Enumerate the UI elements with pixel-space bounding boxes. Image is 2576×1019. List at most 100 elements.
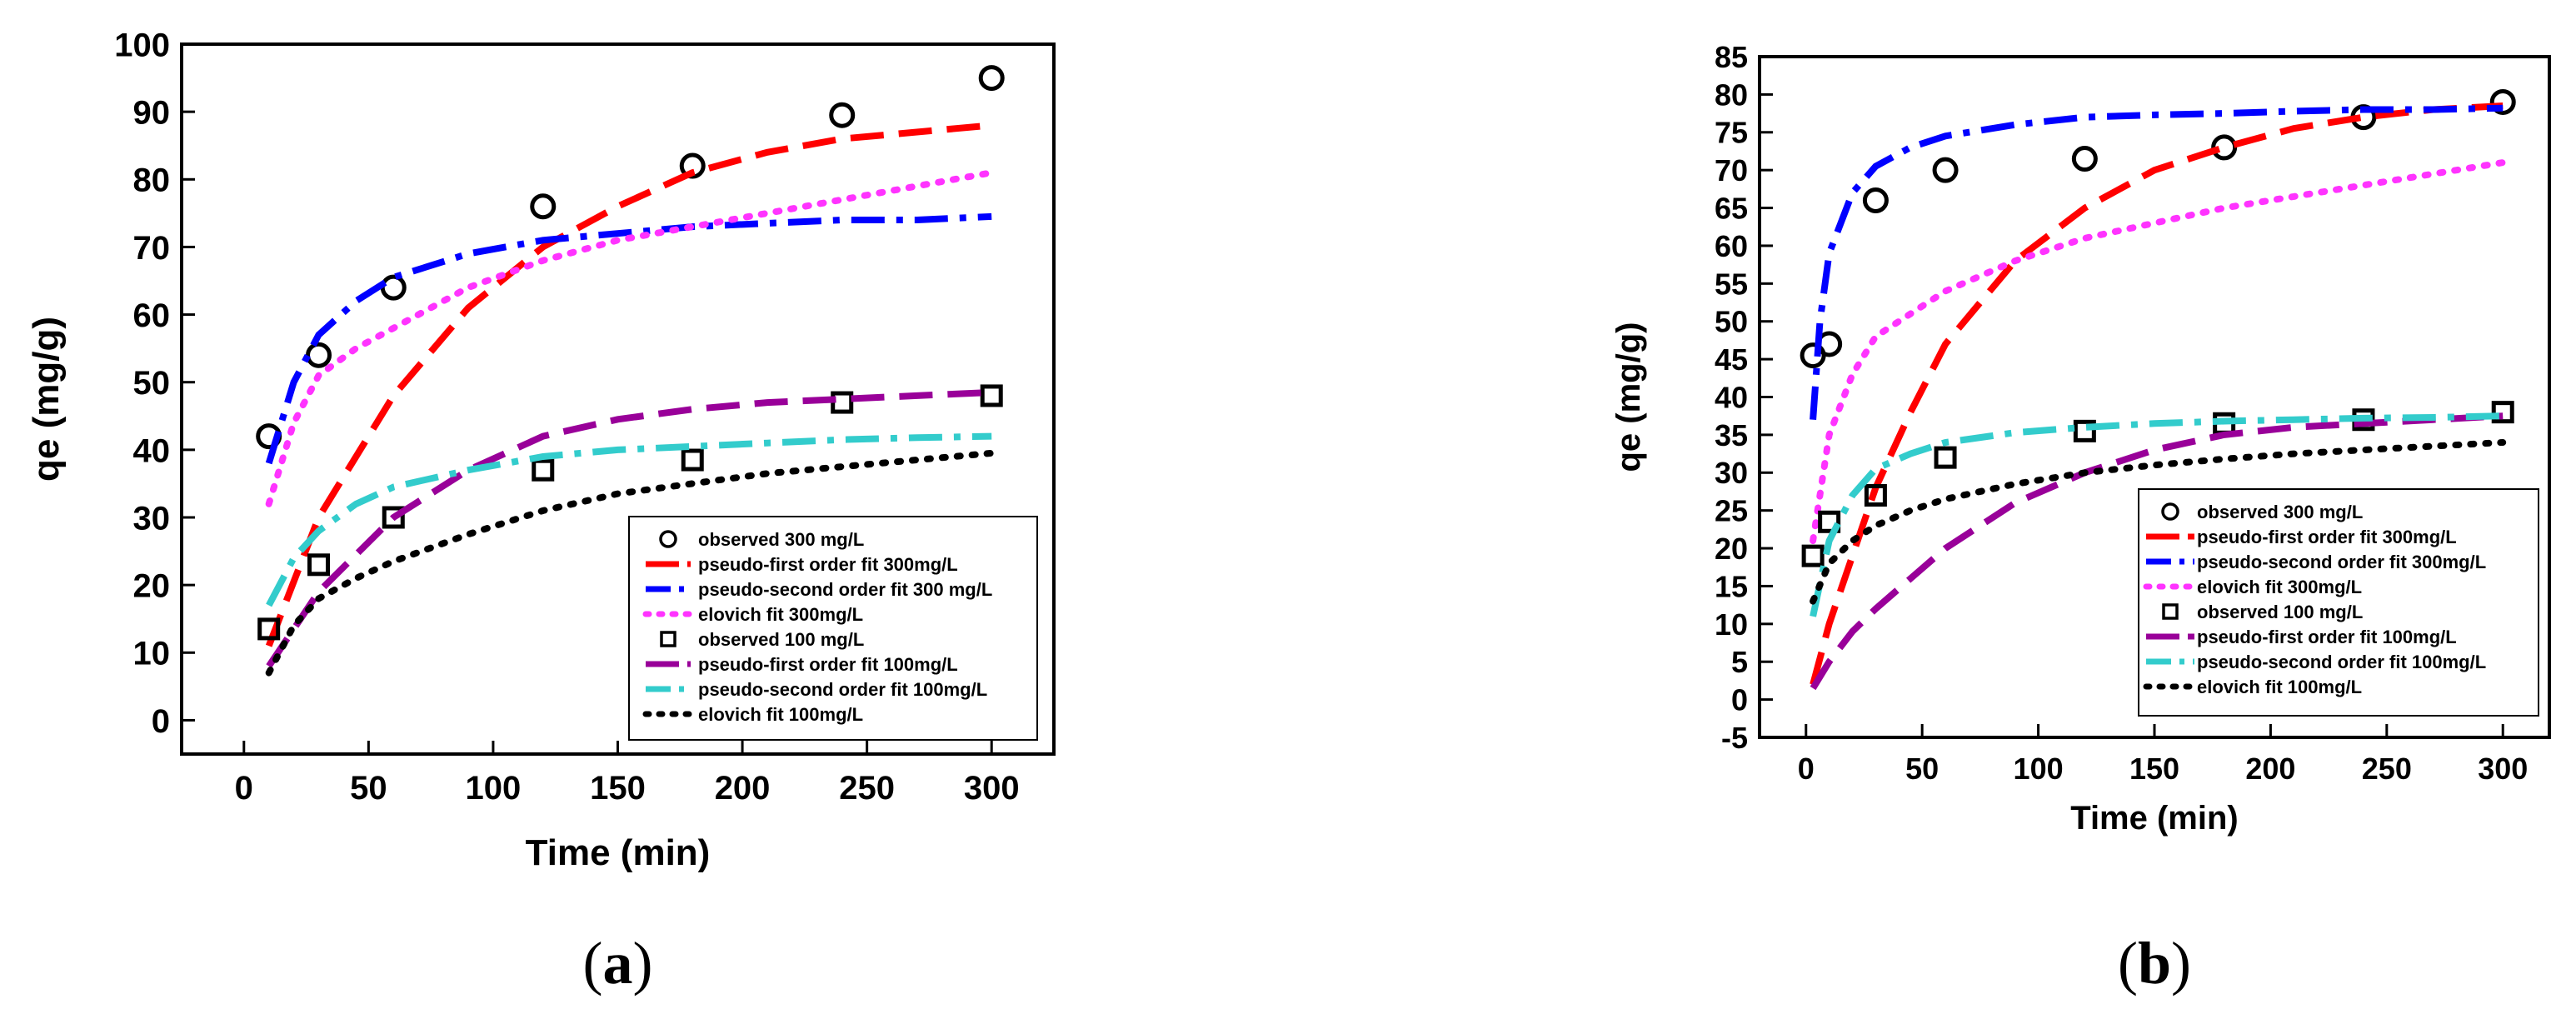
y-tick-label: 65: [1715, 192, 1748, 226]
y-tick-label: 10: [1715, 607, 1748, 642]
x-tick-label: 300: [2478, 752, 2528, 786]
chart-panel-a: 0 50 100 150 200 250 300 0 10 20 30 40 50 60 70 80 90 100…: [26, 27, 1056, 997]
y-tick-label: 100: [114, 27, 170, 63]
panel-label: (a): [583, 930, 653, 997]
legend-label: observed 100 mg/L: [2197, 602, 2363, 622]
legend: observed 300 mg/L pseudo-first order fit …: [2138, 488, 2539, 717]
legend-label: observed 100 mg/L: [698, 629, 864, 650]
y-tick-label: 30: [133, 500, 171, 537]
data-point-observed-100-mg-l: [681, 448, 704, 472]
data-point-observed-100-mg-l: [382, 506, 405, 529]
y-tick-label: 50: [133, 365, 171, 402]
series-line-elovich-fit-300mg-l: [265, 169, 996, 507]
data-point-observed-100-mg-l: [980, 384, 1003, 407]
data-point-observed-300-mg-l: [2071, 146, 2098, 172]
data-point-observed-100-mg-l: [1801, 544, 1825, 567]
data-point-observed-300-mg-l: [1862, 187, 1889, 213]
x-tick-label: 50: [350, 770, 387, 807]
legend-box: [628, 516, 1038, 741]
legend-label: pseudo-second order fit 300 mg/L: [698, 579, 992, 600]
legend-label: pseudo-first order fit 300mg/L: [2197, 527, 2457, 547]
y-tick-label: 55: [1715, 267, 1748, 301]
series-line-pseudo-second-order-fit-300mg-l: [1810, 104, 2504, 420]
y-tick-label: 60: [133, 297, 171, 334]
y-tick-label: 45: [1715, 342, 1748, 377]
panel-label: (b): [2118, 930, 2191, 997]
legend-symbol-observed-300-mg-l: [659, 530, 677, 548]
legend-label: pseudo-first order fit 300mg/L: [698, 554, 958, 575]
data-point-observed-300-mg-l: [2489, 88, 2516, 115]
legend-label: elovich fit 300mg/L: [698, 604, 863, 625]
x-tick-label: 300: [964, 770, 1020, 807]
legend-label: pseudo-first order fit 100mg/L: [698, 654, 958, 675]
data-point-observed-100-mg-l: [1934, 446, 1957, 469]
data-point-observed-100-mg-l: [2073, 419, 2096, 442]
y-tick-label: 70: [133, 230, 171, 267]
legend-label: pseudo-second order fit 100mg/L: [698, 679, 987, 700]
data-point-observed-300-mg-l: [679, 152, 706, 179]
data-point-observed-300-mg-l: [978, 65, 1005, 92]
data-point-observed-100-mg-l: [1818, 510, 1841, 533]
data-point-observed-300-mg-l: [530, 193, 557, 220]
chart-panel-b: 0 50 100 150 200 250 300-505101520253035404550…: [1610, 40, 2551, 997]
y-tick-label: 85: [1715, 40, 1748, 74]
legend-label: elovich fit 100mg/L: [2197, 677, 2362, 697]
data-point-observed-100-mg-l: [1864, 484, 1887, 507]
y-tick-label: 60: [1715, 229, 1748, 263]
x-axis-label: Time (min): [2070, 800, 2239, 837]
x-tick-label: 200: [2245, 752, 2295, 786]
y-tick-label: 40: [133, 432, 171, 469]
y-tick-label: 5: [1731, 645, 1748, 679]
x-tick-label: 250: [839, 770, 895, 807]
y-axis-label: qe (mg/g): [26, 317, 67, 482]
data-point-observed-300-mg-l: [380, 274, 407, 301]
y-tick-label: 80: [133, 162, 171, 199]
data-point-observed-100-mg-l: [257, 617, 281, 641]
legend-label: elovich fit 300mg/L: [2197, 577, 2362, 597]
series-line-elovich-fit-100mg-l: [265, 449, 996, 677]
y-tick-label: 20: [1715, 532, 1748, 566]
legend: observed 300 mg/L pseudo-first order fit …: [628, 516, 1038, 741]
legend-box: [2138, 488, 2539, 717]
y-tick-label: 0: [152, 703, 170, 740]
x-tick-label: 200: [715, 770, 771, 807]
legend-symbol-observed-100-mg-l: [660, 631, 676, 647]
series-line-pseudo-first-order-fit-100mg-l: [266, 388, 992, 668]
y-tick-label: 90: [133, 95, 171, 132]
x-tick-label: 150: [590, 770, 646, 807]
data-point-observed-300-mg-l: [829, 102, 856, 128]
x-tick-label: 100: [466, 770, 522, 807]
y-tick-label: 0: [1731, 683, 1748, 717]
series-line-pseudo-first-order-fit-300mg-l: [1810, 102, 2504, 686]
y-tick-label: 20: [133, 568, 171, 605]
series-line-pseudo-second-order-fit-300-mg-l: [265, 212, 992, 465]
data-point-observed-300-mg-l: [306, 342, 332, 368]
series-line-pseudo-second-order-fit-100mg-l: [266, 432, 992, 607]
data-point-observed-100-mg-l: [2491, 401, 2514, 424]
series-line-pseudo-first-order-fit-300mg-l: [265, 122, 992, 647]
y-tick-label: 30: [1715, 456, 1748, 490]
legend-label: elovich fit 100mg/L: [698, 704, 863, 725]
y-axis-label: qe (mg/g): [1610, 322, 1647, 472]
legend-label: observed 300 mg/L: [698, 529, 864, 550]
y-tick-label: 25: [1715, 494, 1748, 528]
data-point-observed-100-mg-l: [307, 553, 331, 577]
y-tick-label: 50: [1715, 305, 1748, 339]
legend-label: observed 300 mg/L: [2197, 502, 2363, 522]
legend-label: pseudo-first order fit 100mg/L: [2197, 627, 2457, 647]
series-line-elovich-fit-300mg-l: [1810, 159, 2507, 544]
series-line-pseudo-second-order-fit-100mg-l: [1810, 412, 2504, 617]
data-point-observed-300-mg-l: [1932, 157, 1959, 183]
y-tick-label: 75: [1715, 116, 1748, 150]
legend-label: pseudo-second order fit 300mg/L: [2197, 552, 2486, 572]
legend-symbol-observed-100-mg-l: [2162, 603, 2179, 620]
y-tick-label: 80: [1715, 77, 1748, 112]
data-point-observed-100-mg-l: [532, 458, 555, 482]
x-axis-label: Time (min): [526, 832, 711, 873]
x-tick-label: 0: [1798, 752, 1815, 786]
x-tick-label: 250: [2362, 752, 2412, 786]
y-tick-label: 10: [133, 636, 171, 672]
y-tick-label: 35: [1715, 418, 1748, 452]
x-tick-label: 150: [2129, 752, 2179, 786]
